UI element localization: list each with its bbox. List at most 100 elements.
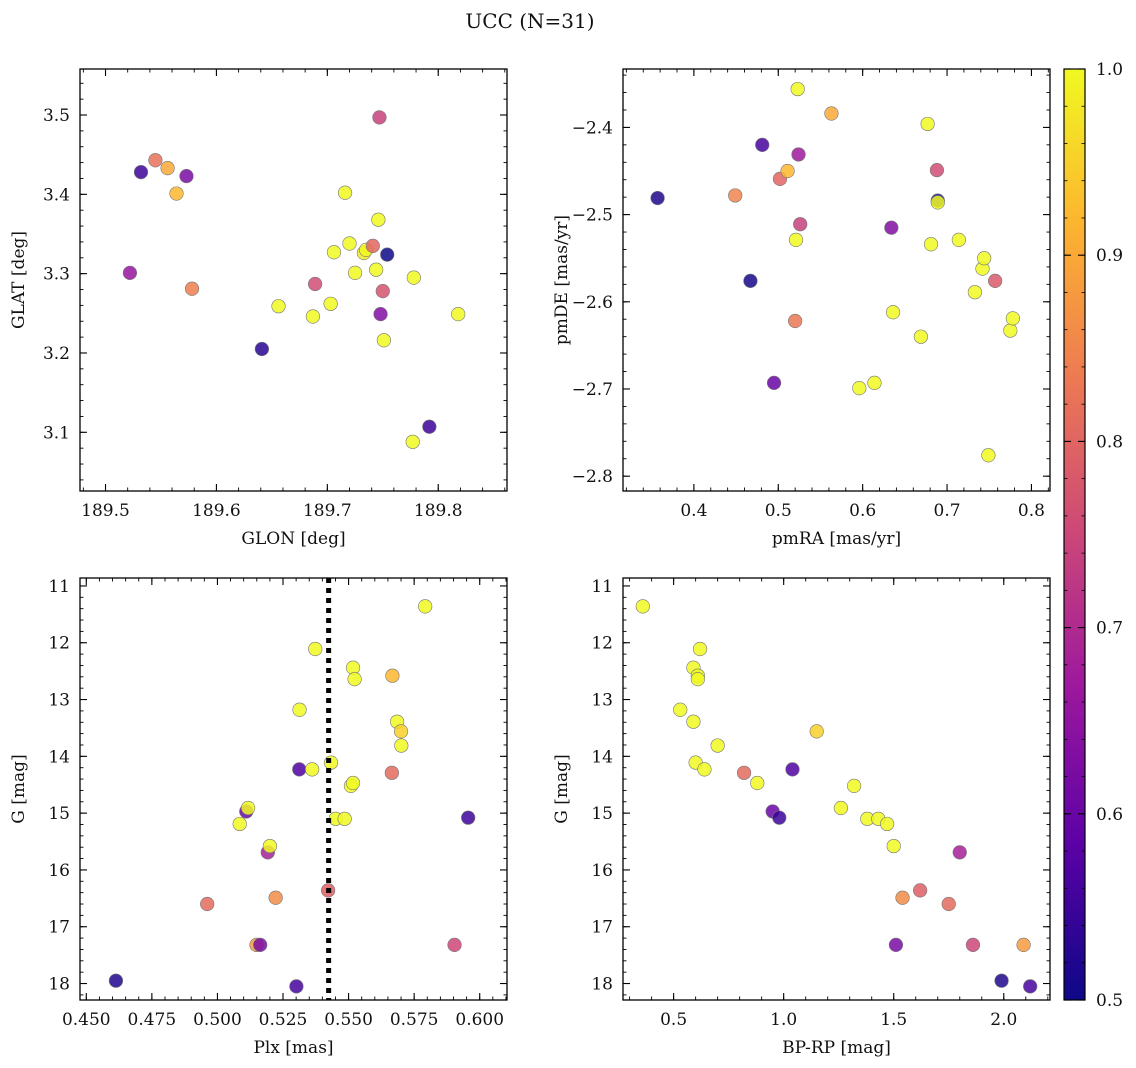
y-axis-label: G [mag] xyxy=(552,754,572,823)
data-point xyxy=(1016,937,1031,953)
data-point xyxy=(1003,323,1018,338)
data-point xyxy=(1023,979,1038,994)
data-point xyxy=(697,762,712,777)
data-point xyxy=(824,106,839,121)
y-tick-label: −2.6 xyxy=(572,293,613,313)
data-point xyxy=(169,186,184,201)
x-tick-label: 0.475 xyxy=(128,1010,177,1030)
data-point xyxy=(305,762,320,777)
y-tick-label: 14 xyxy=(48,747,70,767)
data-point xyxy=(885,305,901,320)
data-point xyxy=(373,307,388,322)
data-point xyxy=(232,816,247,832)
data-point xyxy=(788,232,804,247)
data-point xyxy=(337,811,352,826)
data-point xyxy=(880,816,895,832)
data-point xyxy=(418,599,433,614)
colorbar-tick-label: 0.9 xyxy=(1096,246,1123,266)
data-point xyxy=(108,973,124,988)
x-tick-label: 189.6 xyxy=(192,501,241,521)
x-tick-label: 1.5 xyxy=(880,1010,907,1030)
x-tick-label: 189.7 xyxy=(303,501,352,521)
data-point xyxy=(852,381,867,396)
y-tick-label: 16 xyxy=(591,861,613,881)
data-point xyxy=(345,775,361,791)
data-point xyxy=(292,702,307,717)
data-point xyxy=(405,434,420,449)
data-point xyxy=(1005,311,1020,326)
x-tick-label: 0.575 xyxy=(390,1010,439,1030)
data-point xyxy=(380,247,395,262)
data-point xyxy=(994,973,1009,988)
data-point xyxy=(461,810,476,825)
data-point xyxy=(323,296,338,311)
y-tick-label: 3.2 xyxy=(43,344,70,364)
y-axis-label: GLAT [deg] xyxy=(9,231,29,329)
data-point xyxy=(347,265,363,280)
data-point xyxy=(289,979,304,994)
data-point xyxy=(988,273,1003,288)
x-axis-label: pmRA [mas/yr] xyxy=(772,529,901,549)
data-point xyxy=(981,448,996,463)
data-point xyxy=(977,251,992,266)
data-point xyxy=(179,168,194,184)
data-point xyxy=(422,419,437,434)
y-axis-label: pmDE [mas/yr] xyxy=(552,215,572,345)
data-point xyxy=(951,232,966,247)
x-axis-label: GLON [deg] xyxy=(241,529,345,549)
x-axis-label: Plx [mas] xyxy=(253,1038,333,1058)
y-tick-label: 13 xyxy=(591,691,613,711)
colorbar: 0.5 0.6 0.7 0.8 0.9 1.0 xyxy=(1063,60,1123,1011)
y-tick-label: 3.1 xyxy=(43,423,70,443)
data-point xyxy=(372,110,387,125)
data-point xyxy=(371,212,386,227)
data-point xyxy=(886,838,901,854)
panel-plx-g: 0.450 0.475 0.500 0.525 0.550 0.575 0.600 11 12 1… xyxy=(9,577,508,1058)
data-point xyxy=(148,153,163,168)
x-tick-label: 0.450 xyxy=(62,1010,111,1030)
y-tick-label: 14 xyxy=(591,747,613,767)
y-tick-label: 16 xyxy=(48,861,70,881)
y-tick-label: 3.5 xyxy=(43,106,70,126)
data-point xyxy=(184,281,200,296)
data-point xyxy=(710,738,725,753)
x-tick-label: 1.0 xyxy=(770,1010,797,1030)
y-tick-label: −2.4 xyxy=(572,118,613,138)
data-point xyxy=(385,668,400,683)
x-tick-label: 0.600 xyxy=(455,1010,504,1030)
y-tick-label: 13 xyxy=(48,691,70,711)
data-point xyxy=(160,161,175,176)
panels: 189.5 189.6 189.7 189.8 3.1 3.2 3.3 3.4 3.5 GLON … xyxy=(9,68,1051,1058)
data-point xyxy=(967,285,982,300)
y-tick-label: 12 xyxy=(48,634,70,654)
data-point xyxy=(337,185,353,200)
data-point xyxy=(743,273,758,288)
x-tick-label: 189.5 xyxy=(81,501,130,521)
data-point xyxy=(785,762,800,777)
data-point xyxy=(690,671,705,687)
colorbar-tick-label: 1.0 xyxy=(1096,60,1123,80)
colorbar-tick-label: 0.5 xyxy=(1096,991,1123,1011)
y-tick-label: 18 xyxy=(591,975,613,995)
data-point xyxy=(888,937,904,953)
data-point xyxy=(393,724,409,739)
data-point xyxy=(406,270,421,285)
y-tick-label: 11 xyxy=(591,577,613,597)
data-point xyxy=(292,762,307,777)
data-point xyxy=(884,220,899,235)
data-point xyxy=(788,313,803,329)
x-tick-label: 0.500 xyxy=(193,1010,242,1030)
y-tick-label: 17 xyxy=(48,918,70,938)
data-point xyxy=(952,845,967,860)
colorbar-bar xyxy=(1063,68,1086,1001)
data-point xyxy=(809,724,824,739)
x-tick-label: 0.8 xyxy=(1018,501,1045,521)
y-tick-label: 17 xyxy=(591,918,613,938)
data-point xyxy=(755,137,770,152)
data-point xyxy=(365,238,380,253)
data-point xyxy=(200,896,215,912)
x-tick-label: 2.0 xyxy=(990,1010,1017,1030)
data-point xyxy=(253,937,268,953)
data-point xyxy=(394,738,409,753)
